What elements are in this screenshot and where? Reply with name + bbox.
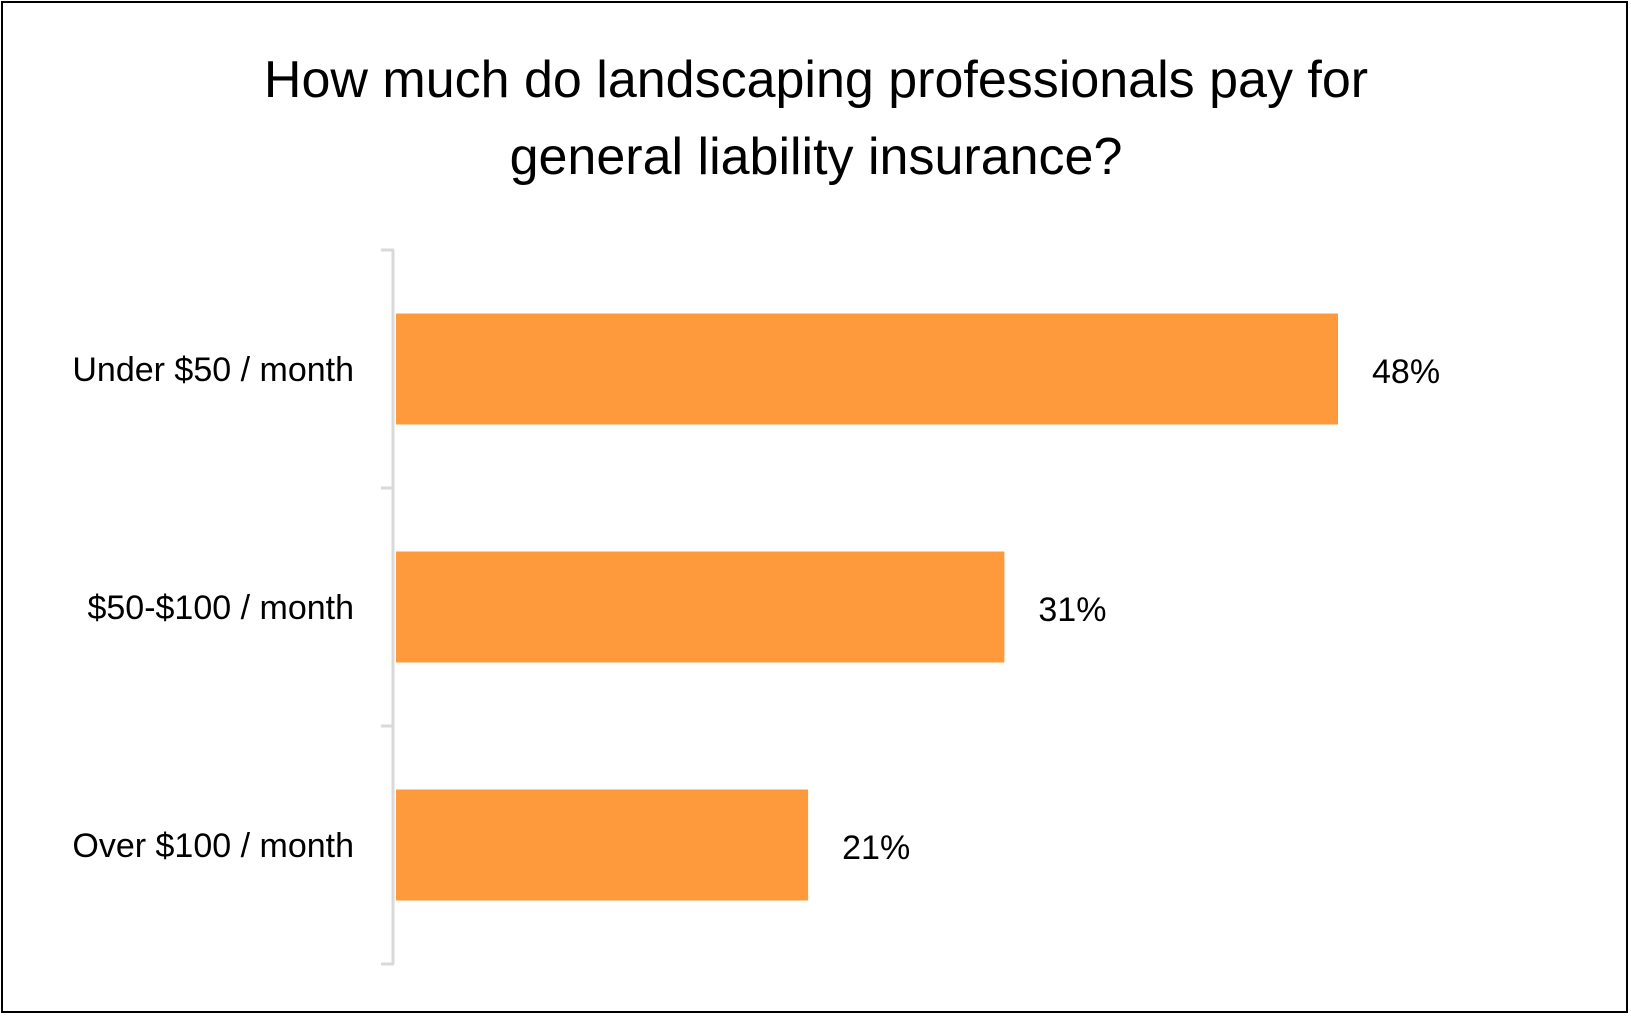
bar — [396, 789, 809, 901]
chart-title-line-1: How much do landscaping professionals pa… — [264, 51, 1368, 109]
chart-title-line-2: general liability insurance? — [510, 128, 1123, 186]
data-label: 48% — [1372, 353, 1440, 391]
category-label: Over $100 / month — [72, 827, 354, 865]
bar — [396, 313, 1338, 425]
data-label: 21% — [842, 829, 910, 867]
category-label: Under $50 / month — [72, 351, 354, 389]
data-label: 31% — [1038, 591, 1106, 629]
category-label: $50-$100 / month — [87, 589, 354, 627]
category-axis — [381, 248, 395, 966]
bar — [396, 551, 1005, 663]
